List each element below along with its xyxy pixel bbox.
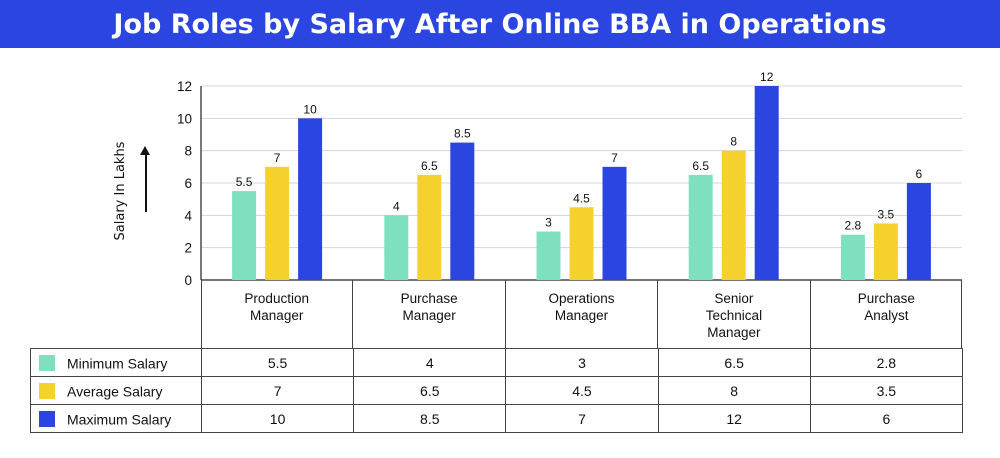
- up-arrow-icon: [140, 146, 152, 212]
- legend-label: Maximum Salary: [67, 411, 172, 428]
- y-tick-label: 2: [184, 241, 192, 256]
- bar-value-label: 3: [545, 216, 552, 230]
- bar: [569, 207, 594, 280]
- bar: [688, 174, 713, 280]
- y-tick-label: 10: [177, 111, 192, 126]
- table-cell: 4.5: [505, 376, 659, 405]
- y-tick-label: 0: [184, 273, 192, 288]
- bar-value-label: 6: [916, 167, 923, 181]
- category-label: Purchase Analyst: [857, 291, 915, 323]
- legend-label: Average Salary: [67, 383, 163, 400]
- bar: [873, 223, 898, 280]
- table-cell: 10: [200, 404, 355, 433]
- bar: [754, 86, 779, 280]
- table-cell: 12: [657, 404, 811, 433]
- table-cell: 4: [353, 348, 507, 377]
- category-label: Production Manager: [201, 280, 354, 348]
- y-axis-label: Salary In Lakhs: [113, 141, 128, 241]
- table-row: Maximum Salary 10 8.5 7 12 6: [30, 404, 963, 433]
- category-labels: Production Manager Purchase Manager Operat…: [201, 280, 962, 348]
- bar-value-label: 6.5: [421, 159, 438, 173]
- table-cell: 8: [657, 376, 811, 405]
- legend-entry: Minimum Salary: [30, 348, 202, 377]
- category-label: Senior Technical Manager: [658, 280, 811, 348]
- bar: [384, 215, 409, 280]
- bar-value-label: 8: [730, 135, 737, 149]
- category-label: Operations Manager: [506, 280, 659, 348]
- bar: [602, 166, 627, 280]
- table-cell: 5.5: [200, 348, 355, 377]
- legend-swatch: [39, 355, 55, 372]
- bar-value-label: 7: [611, 151, 618, 165]
- y-tick-label: 6: [184, 176, 192, 191]
- legend-swatch: [39, 383, 55, 400]
- table-cell: 3: [505, 348, 659, 377]
- table-row: Average Salary 7 6.5 4.5 8 3.5: [30, 376, 963, 405]
- table-cell: 6.5: [657, 348, 811, 377]
- table-cell: 7: [200, 376, 355, 405]
- y-tick-label: 8: [184, 144, 192, 159]
- y-tick-label: 12: [177, 79, 192, 94]
- bar-value-label: 5.5: [236, 175, 253, 189]
- bar: [232, 191, 257, 280]
- y-tick-label: 4: [184, 208, 192, 223]
- legend-entry: Average Salary: [30, 376, 202, 405]
- bar-value-label: 10: [303, 102, 317, 116]
- bar: [265, 166, 290, 280]
- category-label: Purchase Manager: [353, 280, 506, 348]
- bar: [417, 174, 442, 280]
- bar: [840, 234, 865, 280]
- legend-swatch: [39, 411, 55, 428]
- table-cell: 2.8: [809, 348, 963, 377]
- bar-value-label: 3.5: [878, 207, 895, 221]
- legend-entry: Maximum Salary: [30, 404, 202, 433]
- table-cell: 6.5: [353, 376, 507, 405]
- bar: [450, 142, 475, 280]
- bar: [721, 150, 746, 280]
- table-cell: 6: [809, 404, 963, 433]
- data-table: Minimum Salary 5.5 4 3 6.5 2.8 Average Salary 7…: [30, 348, 963, 433]
- table-row: Minimum Salary 5.5 4 3 6.5 2.8: [30, 348, 963, 377]
- bar-value-label: 7: [274, 151, 281, 165]
- bar-value-label: 4.5: [573, 191, 590, 205]
- chart-title: Job Roles by Salary After Online BBA in …: [0, 0, 1000, 48]
- bar-value-label: 2.8: [845, 219, 862, 233]
- bar-value-label: 4: [393, 199, 400, 213]
- table-cell: 8.5: [353, 404, 507, 433]
- bar: [536, 231, 561, 280]
- table-cell: 3.5: [809, 376, 963, 405]
- table-cell: 7: [505, 404, 659, 433]
- bar-value-label: 12: [760, 70, 774, 84]
- bar: [298, 118, 323, 280]
- legend-label: Minimum Salary: [67, 355, 168, 372]
- bar-value-label: 8.5: [454, 127, 471, 141]
- bar: [906, 183, 931, 280]
- bar-value-label: 6.5: [692, 159, 709, 173]
